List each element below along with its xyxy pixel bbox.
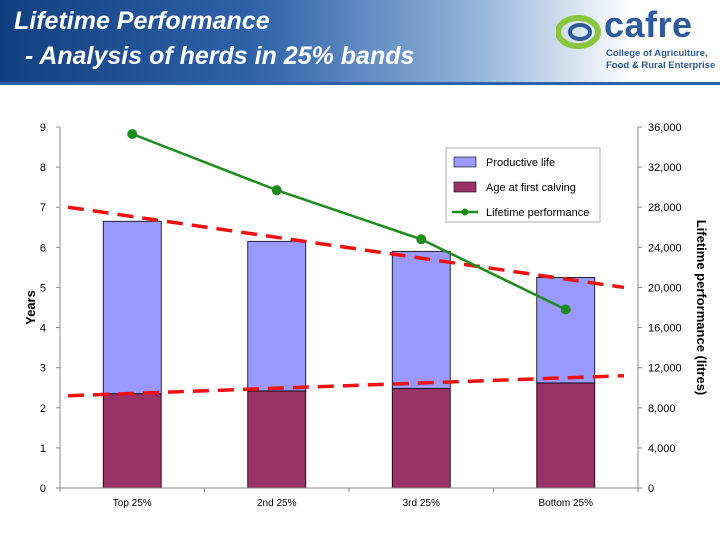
right-tick-label: 16,000 [648, 323, 682, 335]
lifetime-performance-chart: 0 1 2 3 4 5 6 7 8 9 0 4,000 8,000 12,000 16,000 20,000 2… [23, 122, 709, 509]
logo-subtitle-line2: Food & Rural Enterprise [606, 60, 716, 71]
bar-productive-life-3 [391, 250, 451, 389]
chart-legend: Productive life Age at first calving Lifet… [445, 147, 601, 223]
bar-productive-life-2 [247, 240, 307, 392]
left-tick-label: 9 [40, 122, 46, 134]
bar-age-at-first-calving-2 [247, 390, 307, 489]
lifetime-performance-point-1 [127, 129, 138, 140]
left-tick-label: 7 [40, 202, 46, 214]
legend-label: Productive life [486, 157, 555, 169]
lifetime-performance-point-4 [560, 304, 571, 315]
right-tick-label: 20,000 [648, 282, 682, 294]
bar-productive-life-4 [536, 277, 596, 384]
line-layer [127, 129, 571, 315]
legend-swatch [453, 181, 477, 193]
legend-swatch [453, 156, 477, 168]
bar-age-at-first-calving-3 [391, 388, 451, 489]
legend-label: Age at first calving [486, 182, 576, 194]
x-tick-label: Bottom 25% [539, 498, 594, 509]
right-tick-label: 8,000 [648, 403, 676, 415]
x-tick-label: Top 25% [113, 498, 152, 509]
axes-layer: 0 1 2 3 4 5 6 7 8 9 0 4,000 8,000 12,000 16,000 20,000 2… [23, 122, 709, 509]
left-tick-label: 8 [40, 162, 46, 174]
lifetime-performance-point-2 [271, 185, 282, 196]
x-tick-label: 2nd 25% [257, 498, 297, 509]
left-tick-label: 3 [40, 363, 46, 375]
right-tick-label: 28,000 [648, 202, 682, 214]
left-tick-label: 2 [40, 403, 46, 415]
right-tick-label: 12,000 [648, 363, 682, 375]
left-tick-label: 0 [40, 483, 46, 495]
right-tick-label: 36,000 [648, 122, 682, 134]
bar-layer [102, 220, 596, 489]
bar-productive-life-1 [102, 220, 162, 395]
right-tick-label: 32,000 [648, 162, 682, 174]
left-axis-title: Years [23, 290, 38, 325]
header-divider [0, 82, 720, 85]
trendline-age-at-first-calving [67, 373, 625, 398]
legend-swatch-marker [461, 208, 469, 216]
right-axis-title: Lifetime performance (litres) [694, 220, 709, 396]
right-tick-label: 24,000 [648, 242, 682, 254]
logo-wordmark: cafre [604, 4, 693, 45]
left-tick-label: 1 [40, 443, 46, 455]
cafre-logo-icon [556, 15, 601, 49]
left-tick-label: 5 [40, 282, 46, 294]
bar-age-at-first-calving-4 [536, 382, 596, 489]
trendline-productive-life [67, 205, 625, 290]
trendline-layer [67, 205, 625, 398]
header-banner: Lifetime Performance - Analysis of herds… [0, 0, 720, 82]
cafre-logo: cafre College of Agriculture, Food & Rur… [556, 4, 716, 76]
right-tick-label: 4,000 [648, 443, 676, 455]
bar-age-at-first-calving-1 [102, 393, 162, 489]
lifetime-performance-line [131, 132, 567, 311]
left-tick-label: 4 [40, 323, 46, 335]
page-title: Lifetime Performance [14, 7, 270, 35]
legend-label: Lifetime performance [486, 207, 589, 219]
lifetime-performance-point-3 [416, 234, 427, 245]
x-tick-label: 3rd 25% [403, 498, 440, 509]
right-tick-label: 0 [648, 483, 654, 495]
page-subtitle: - Analysis of herds in 25% bands [18, 42, 415, 70]
left-tick-label: 6 [40, 242, 46, 254]
logo-subtitle-line1: College of Agriculture, [606, 48, 708, 59]
